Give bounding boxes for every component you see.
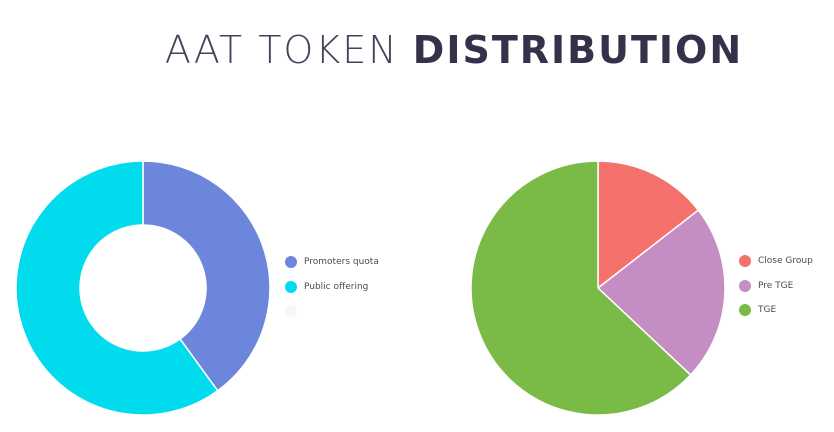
slice-pre-tge[interactable]: [596, 209, 726, 376]
legend-donut: Promoters quota Public offering: [285, 250, 379, 324]
slice-close-group[interactable]: [597, 160, 700, 290]
legend-label: Pre TGE: [758, 280, 794, 291]
page-title: AAT TOKEN DISTRIBUTION: [0, 28, 834, 72]
legend-label: Public offering: [304, 281, 369, 292]
legend-item[interactable]: [285, 299, 379, 324]
legend-swatch: [285, 305, 297, 318]
title-light: AAT TOKEN: [164, 28, 399, 72]
legend-item[interactable]: Promoters quota: [285, 250, 379, 275]
slice-tge[interactable]: [470, 160, 692, 416]
legend-swatch: [285, 256, 297, 269]
legend-swatch: [739, 304, 751, 317]
legend-pie: Close Group Pre TGE TGE: [739, 249, 813, 323]
legend-item[interactable]: Close Group: [739, 249, 813, 274]
slice-promoters-quota[interactable]: [142, 160, 271, 392]
legend-label: Promoters quota: [304, 257, 379, 268]
legend-swatch: [739, 279, 751, 292]
legend-swatch: [739, 255, 751, 268]
title-bold: DISTRIBUTION: [412, 28, 744, 72]
legend-swatch: [285, 280, 297, 293]
legend-label: TGE: [758, 305, 777, 316]
legend-item[interactable]: Public offering: [285, 275, 379, 300]
legend-label: Close Group: [758, 256, 813, 267]
legend-item[interactable]: TGE: [739, 298, 813, 323]
legend-item[interactable]: Pre TGE: [739, 274, 813, 299]
slice-public-offering[interactable]: [15, 160, 219, 416]
